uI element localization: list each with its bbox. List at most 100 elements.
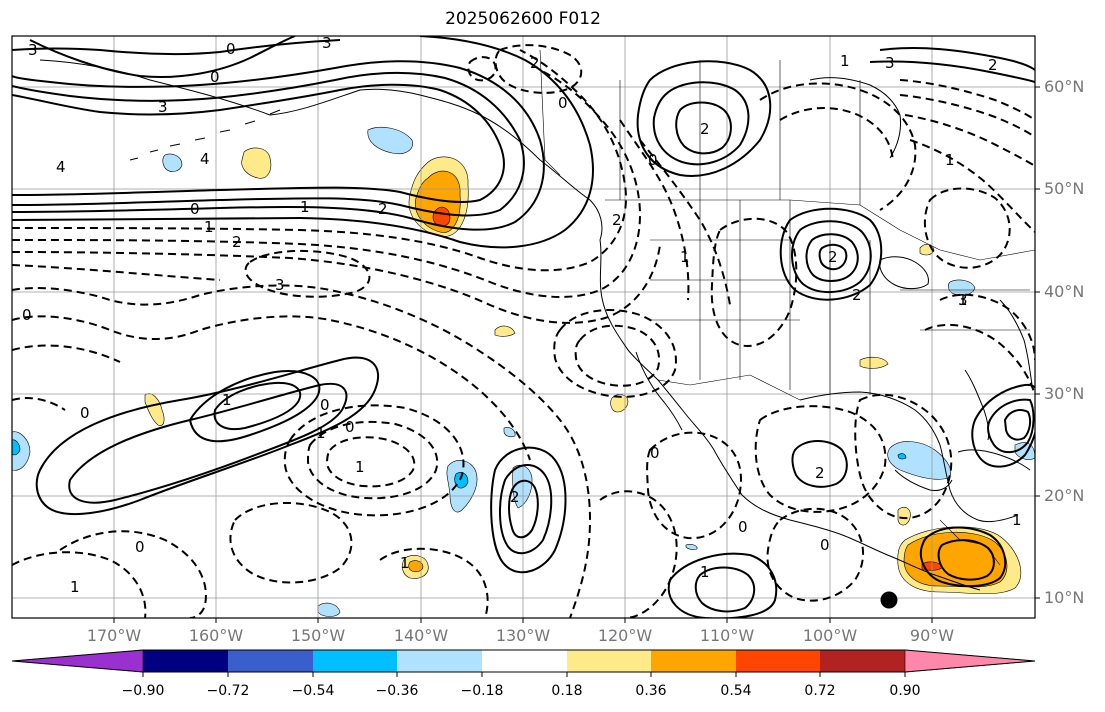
dashed-far-south [379,547,489,618]
dashed-sw-low-2 [574,324,660,387]
contour-label: 0 [650,444,660,462]
contour-south-1 [667,552,778,618]
contour-label: 2 [612,211,622,229]
dashed-canada-5 [904,114,1035,167]
contour-jet-3 [12,60,545,231]
contour-pacific-high-4 [213,381,302,430]
contour-hudson-high [636,60,772,177]
colorbar-label: −0.72 [206,683,250,699]
dashed-pacific-1 [12,284,592,618]
contour-label: 0 [820,536,830,554]
contour-label: 2 [232,233,242,251]
gulf-of-mexico-coast [799,391,1019,523]
dashed-canada-1 [759,82,917,211]
contour-label: 2 [700,120,710,138]
location-marker [880,591,898,609]
colorbar-label: −0.90 [121,683,165,699]
lon-label-160w: 160°W [188,626,244,645]
contour-pacific-high-1 [35,356,380,515]
north-america-west-coast [599,239,981,591]
colorbar-label: 0.72 [804,683,836,699]
contour-label: 4 [200,150,210,168]
colorbar-cell-5 [482,650,567,672]
contour-label: 0 [558,94,568,112]
colorbar-label: −0.18 [460,683,504,699]
contour-label: 1 [1012,511,1022,529]
map-title: 2025062600 F012 [445,9,601,29]
colorbar-cell-3 [313,650,397,672]
colorbar-label: 0.18 [551,683,583,699]
contour-pacific-high-3 [188,370,321,443]
dashed-alaska-small [467,56,497,82]
contour-label: 2 [988,56,998,74]
east-coast [999,299,1033,386]
contour-label: 3 [158,98,168,116]
colorbar [11,649,1036,677]
dashed-jet-3 [12,244,661,324]
contour-jet-5 [12,39,341,56]
colorbar-cell-10 [904,649,1036,673]
dashed-south-1 [599,490,678,618]
contour-label: 1 [316,424,326,442]
contour-label: 2 [530,54,540,72]
alaska-peninsula-coast [39,59,603,241]
colorbar-cell-1 [143,650,228,672]
us-mexico-border [657,374,801,401]
contour-label: 2 [378,200,388,218]
contour-label: 0 [648,151,658,169]
contour-midwest-3 [805,233,859,282]
dashed-jet-4 [12,264,221,281]
dashed-alaska-small-2 [494,44,583,94]
shade-light-blue-south [317,602,341,617]
lon-label-110w: 110°W [699,626,755,645]
dashed-canada-6 [909,139,1035,233]
contour-label: 1 [300,198,310,216]
baja-california [635,351,683,431]
cuba [957,449,1031,471]
lat-label-30n: 30°N [1044,384,1085,403]
contour-alaska-top [29,36,296,79]
contour-label: 1 [204,218,214,236]
contour-label: 0 [135,538,145,556]
contour-midwest-1 [779,207,883,301]
shade-cyan-subtropic [454,472,469,489]
lat-label-20n: 20°N [1044,486,1085,505]
colorbar-label: 0.90 [889,683,921,699]
province-lines [619,60,861,205]
contour-label: 3 [958,291,968,309]
contour-subtropic-3 [508,479,539,539]
aleutian-islands [129,109,281,161]
contour-label: 3 [322,34,332,52]
coastlines [39,59,1033,591]
contour-midwest-2 [791,220,872,294]
dashed-pacific-5 [12,551,147,618]
dashed-pacific-low-1 [283,404,465,517]
contour-subtropic-1 [490,446,567,574]
state-lines [650,200,1030,395]
solid-contours [12,36,1035,618]
contour-label: 2 [828,248,838,266]
dashed-jet-2 [12,69,642,298]
shade-cyan-west-edge [12,439,21,456]
contour-label: 0 [320,396,330,414]
colorbar-cell-2 [228,650,313,672]
yucatan [894,469,953,491]
contour-label: 1 [945,151,955,169]
dashed-central-us [710,217,798,347]
dashed-sw-low [553,309,677,398]
dashed-west-coast-1 [619,119,690,301]
shade-light-yellow-small-4 [859,356,889,369]
contour-jet-1 [12,83,505,203]
shade-light-yellow-aleutian [241,147,272,179]
dashed-pacific-3 [12,344,121,363]
dashed-contours [12,44,1035,618]
contour-label: 1 [400,554,410,572]
contour-labels: 3 0 3 0 3 2 4 4 0 1 2 2 1 0 1 2 3 3 0 2 … [22,34,1022,596]
shade-light-blue-gulf [887,441,952,480]
lat-label-10n: 10°N [1044,588,1085,607]
colorbar-cell-6 [567,650,651,672]
contour-label: 1 [680,248,690,266]
contour-hudson-high-2 [652,81,750,166]
map-frame [11,35,1036,619]
